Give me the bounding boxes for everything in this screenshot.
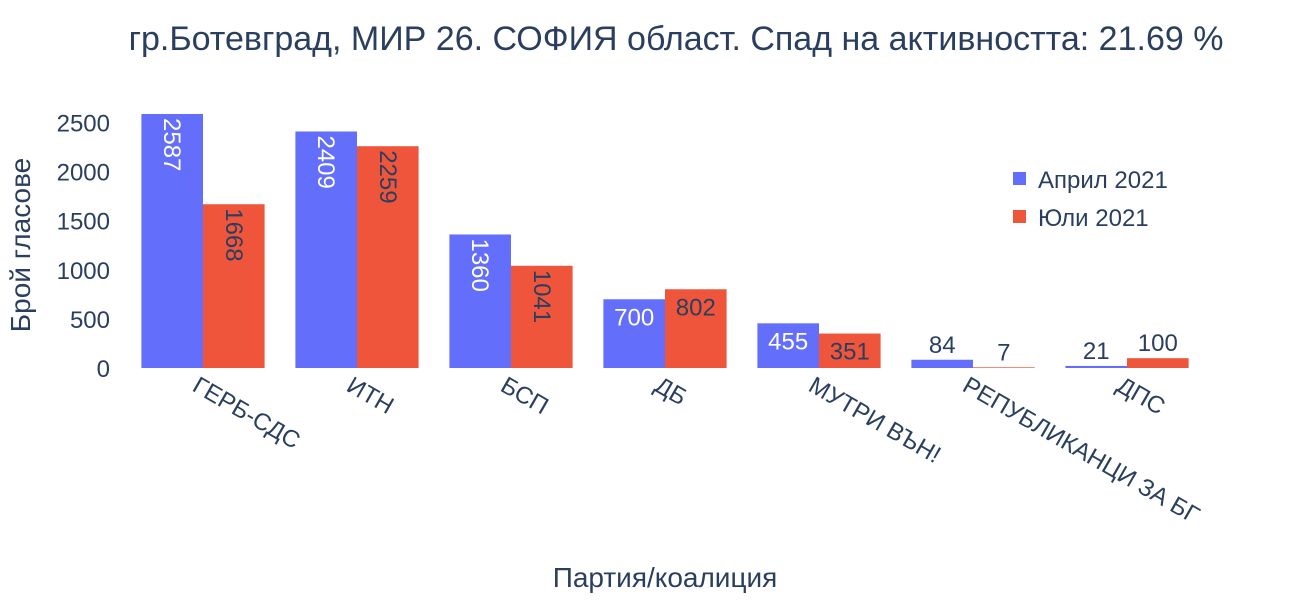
bar-value-label: 7 bbox=[997, 339, 1010, 366]
x-axis-title: Партия/коалиция bbox=[553, 562, 778, 593]
chart-title: гр.Ботевград, МИР 26. СОФИЯ област. Спад… bbox=[129, 20, 1224, 58]
bar[interactable] bbox=[973, 367, 1035, 368]
bar-value-label: 100 bbox=[1138, 330, 1178, 357]
plot-area: 2587 2409 1360 700 455 84 21 1668 2259 1041 802 351… bbox=[141, 114, 1189, 368]
y-tick-label: 2000 bbox=[57, 160, 110, 187]
y-axis-title: Брой гласове bbox=[5, 158, 36, 332]
legend-swatch bbox=[1013, 210, 1026, 223]
y-tick-label: 1500 bbox=[57, 209, 110, 236]
bar-value-label: 1668 bbox=[220, 208, 247, 261]
x-tick-label: ДПС bbox=[1112, 372, 1170, 421]
legend-label: Април 2021 bbox=[1038, 167, 1168, 194]
bar-value-label: 700 bbox=[614, 304, 654, 331]
bar[interactable] bbox=[1065, 365, 1127, 368]
legend-item[interactable]: Юли 2021 bbox=[1013, 205, 1149, 232]
bar-value-label: 84 bbox=[929, 332, 956, 359]
legend[interactable]: Април 2021 Юли 2021 bbox=[1013, 167, 1168, 232]
bar-value-label: 2259 bbox=[374, 150, 401, 203]
y-axis: 0 500 1000 1500 2000 2500 bbox=[57, 111, 110, 383]
x-axis: ГЕРБ-СДС ИТН БСП ДБ МУТРИ ВЪН! РЕПУБЛИКАНЦИ З… bbox=[188, 372, 1204, 529]
bar-value-label: 802 bbox=[676, 294, 716, 321]
y-tick-label: 2500 bbox=[57, 111, 110, 138]
bar-value-label: 1041 bbox=[528, 270, 555, 323]
bar[interactable] bbox=[203, 204, 265, 368]
bar-value-label: 2587 bbox=[158, 118, 185, 171]
legend-label: Юли 2021 bbox=[1038, 205, 1149, 232]
bar[interactable] bbox=[819, 333, 881, 368]
bar[interactable] bbox=[757, 323, 819, 368]
y-tick-label: 0 bbox=[97, 356, 110, 383]
bar[interactable] bbox=[449, 234, 511, 368]
bar-value-label: 455 bbox=[768, 328, 808, 355]
x-tick-label: ГЕРБ-СДС bbox=[188, 372, 305, 455]
bar[interactable] bbox=[603, 299, 665, 368]
x-tick-label: МУТРИ ВЪН! bbox=[804, 372, 945, 469]
bar-value-label: 351 bbox=[830, 339, 870, 366]
x-tick-label: БСП bbox=[496, 372, 553, 420]
x-tick-label: ИТН bbox=[342, 372, 398, 420]
legend-item[interactable]: Април 2021 bbox=[1013, 167, 1168, 194]
bar[interactable] bbox=[911, 359, 973, 368]
bar-value-label: 2409 bbox=[312, 135, 339, 188]
bar[interactable] bbox=[665, 289, 727, 368]
bar-value-label: 21 bbox=[1083, 338, 1110, 365]
bar[interactable] bbox=[1127, 358, 1189, 368]
y-tick-label: 1000 bbox=[57, 258, 110, 285]
legend-swatch bbox=[1013, 172, 1026, 185]
bar-value-label: 1360 bbox=[466, 238, 493, 291]
bar[interactable] bbox=[357, 146, 419, 368]
bar[interactable] bbox=[295, 131, 357, 368]
x-tick-label: ДБ bbox=[650, 372, 691, 411]
bar[interactable] bbox=[511, 265, 573, 368]
bar[interactable] bbox=[141, 114, 203, 368]
y-tick-label: 500 bbox=[70, 307, 110, 334]
